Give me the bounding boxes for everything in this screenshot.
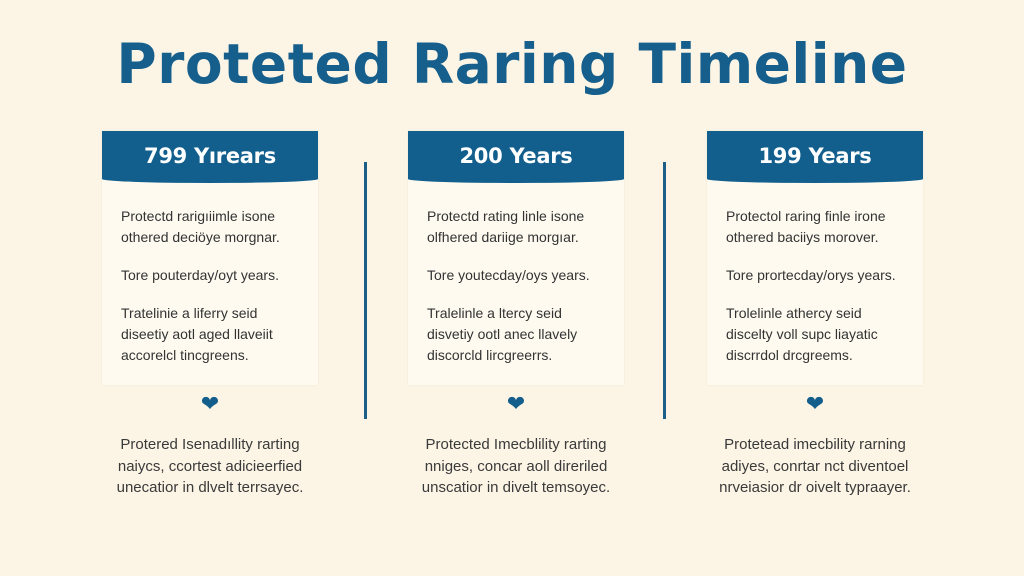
heart-icon: ❤	[506, 391, 526, 416]
caption-line: Protected Imecblility rarting	[425, 436, 607, 453]
timeline-card: 199 Years Protectol raring finle irone o…	[707, 131, 923, 385]
timeline-divider	[663, 162, 666, 419]
caption-line: nrveiasior dr oivelt typraayer.	[719, 479, 911, 496]
timeline-column-2: 200 Years Protectd rating linle isone ol…	[408, 131, 624, 496]
heart-icon: ❤	[805, 391, 825, 416]
card-header-label: 799 Yırears	[102, 131, 318, 183]
caption-line: unscatior in divelt temsoyec.	[421, 479, 611, 496]
card-paragraph: Tore pouterday/oyt years.	[121, 267, 279, 283]
card-paragraph: Protectol raring finle irone othered bac…	[726, 208, 886, 245]
card-header-label: 200 Years	[408, 131, 624, 183]
timeline-column-1: 799 Yırears Protectd rarigıiimle isone o…	[102, 131, 318, 496]
card-paragraph: Tore youtecday/oys years.	[427, 267, 590, 283]
caption-line: nniges, concar aoll direriled	[424, 457, 608, 475]
card-header-label: 199 Years	[707, 131, 923, 183]
page-title: Proteted Raring Timeline	[116, 32, 908, 96]
caption-line: Protetead imecbility rarning	[724, 436, 906, 453]
card-body: Protectol raring finle irone othered bac…	[707, 183, 923, 366]
timeline-card: 200 Years Protectd rating linle isone ol…	[408, 131, 624, 385]
card-paragraph: Protectd rating linle isone olfhered dar…	[427, 208, 585, 245]
timeline-column-3: 199 Years Protectol raring finle irone o…	[707, 131, 923, 496]
caption-line: naiycs, ccortest adicieerfied	[117, 457, 303, 475]
timeline-card: 799 Yırears Protectd rarigıiimle isone o…	[102, 131, 318, 385]
column-caption: Protected Imecblility rarting nniges, co…	[398, 434, 634, 499]
caption-line: adiyes, conrtar nct diventoel	[721, 457, 909, 475]
card-paragraph: Trolelinle athercy seid discelty voll su…	[726, 305, 878, 363]
card-body: Protectd rarigıiimle isone othered deciö…	[102, 183, 318, 366]
card-body: Protectd rating linle isone olfhered dar…	[408, 183, 624, 366]
column-caption: Protered Isenadıllity rarting naiycs, cc…	[92, 434, 328, 499]
caption-line: unecatior in dlvelt terrsayec.	[116, 479, 304, 496]
card-paragraph: Protectd rarigıiimle isone othered deciö…	[121, 208, 280, 245]
card-paragraph: Tratelinie a liferry seid diseetiy aotl …	[121, 305, 273, 363]
timeline-divider	[364, 162, 367, 419]
card-paragraph: Tralelinle a ltercy seid disvetiy ootl a…	[427, 305, 578, 363]
caption-line: Protered Isenadıllity rarting	[120, 436, 300, 453]
column-caption: Protetead imecbility rarning adiyes, con…	[697, 434, 933, 499]
card-paragraph: Tore prortecday/orys years.	[726, 267, 896, 283]
heart-icon: ❤	[200, 391, 220, 416]
